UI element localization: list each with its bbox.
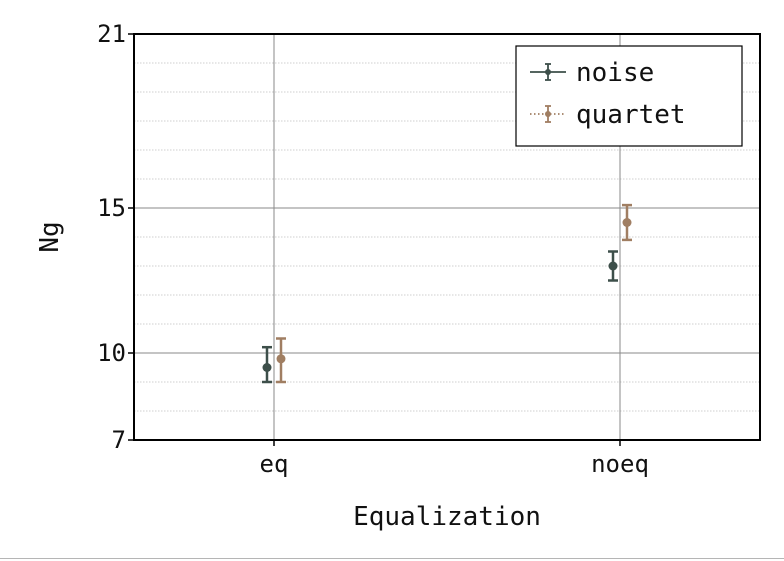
major-gridlines [134, 34, 760, 440]
y-tick-label: 7 [112, 426, 126, 454]
bottom-divider [0, 558, 784, 559]
legend-items: noise quartet [530, 58, 686, 130]
legend-box [515, 45, 743, 147]
legend-label: noise [576, 58, 654, 88]
legend: noise quartet [515, 45, 743, 147]
x-axis-ticks: eq noeq [260, 440, 649, 478]
legend-marker [545, 69, 551, 75]
legend-item-noise: noise [530, 58, 654, 88]
series-layer [262, 203, 632, 384]
x-tick-label: eq [260, 450, 289, 478]
y-axis-title: Ng [35, 221, 65, 252]
y-tick-label: 10 [97, 339, 126, 367]
minor-gridlines [134, 62, 760, 412]
y-tick-label: 15 [97, 194, 126, 222]
legend-label: quartet [576, 100, 686, 130]
data-point [622, 218, 632, 227]
data-point [608, 261, 618, 271]
legend-item-quartet: quartet [530, 100, 686, 130]
x-tick-label: noeq [591, 450, 649, 478]
y-axis-ticks: 7 10 15 21 [97, 20, 134, 454]
data-point [262, 363, 272, 372]
series-quartet [276, 203, 632, 384]
plot-frame [133, 33, 761, 441]
data-point [276, 354, 286, 364]
legend-marker [545, 111, 551, 117]
x-axis-title: Equalization [353, 502, 541, 532]
y-tick-label: 21 [97, 20, 126, 48]
series-noise [262, 250, 618, 384]
